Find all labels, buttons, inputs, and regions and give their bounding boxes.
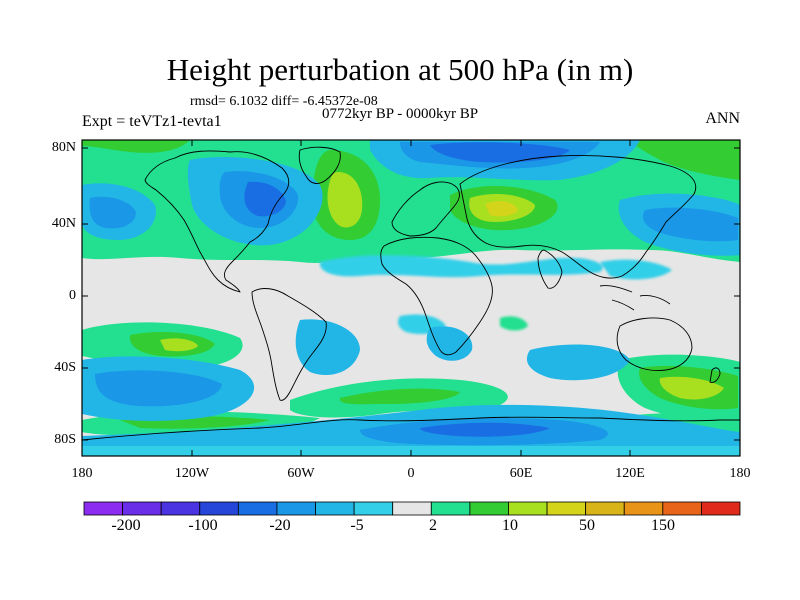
lat-label-40s: 40S bbox=[54, 360, 76, 375]
lat-label-0: 0 bbox=[69, 288, 76, 303]
axis-ticks bbox=[81, 140, 741, 456]
southeast-asia-islands bbox=[599, 285, 671, 311]
colorbar-swatch bbox=[546, 501, 587, 516]
colorbar-label: -200 bbox=[111, 517, 141, 534]
new-zealand-outline bbox=[709, 367, 721, 383]
north-america-outline bbox=[144, 150, 290, 293]
colorbar-swatch bbox=[623, 501, 664, 516]
colorbar-swatch bbox=[508, 501, 548, 516]
lon-label-60w: 60W bbox=[287, 466, 315, 481]
asia-outline bbox=[459, 155, 697, 279]
colorbar-swatch bbox=[430, 501, 471, 516]
colorbar-swatch bbox=[83, 501, 123, 516]
europe-outline bbox=[391, 181, 460, 237]
chart-title: Height perturbation at 500 hPa (in m) bbox=[166, 52, 634, 87]
colorbar-label: -100 bbox=[188, 517, 218, 534]
antarctica-outline bbox=[82, 416, 740, 441]
lon-label-0: 0 bbox=[407, 466, 415, 481]
colorbar-label: 150 bbox=[651, 517, 675, 534]
colorbar-swatch bbox=[662, 501, 702, 516]
colorbar-swatch bbox=[122, 501, 162, 516]
lon-label-120w: 120W bbox=[174, 466, 210, 481]
continent-outlines bbox=[82, 146, 740, 441]
lon-label-120e: 120E bbox=[615, 466, 645, 481]
colorbar-swatch bbox=[701, 501, 741, 516]
africa-outline bbox=[380, 236, 493, 356]
experiment-label: Expt = teVTz1-tevta1 bbox=[82, 113, 222, 130]
colorbar-label: 10 bbox=[502, 517, 518, 534]
colorbar-swatch bbox=[276, 501, 316, 516]
lat-label-40n: 40N bbox=[51, 216, 76, 231]
colorbar-label: -20 bbox=[269, 517, 291, 534]
season-label: ANN bbox=[705, 110, 740, 127]
lon-label-180e: 180 bbox=[729, 466, 751, 481]
colorbar-swatch bbox=[315, 501, 355, 516]
lat-label-80n: 80N bbox=[51, 140, 76, 155]
contour-field bbox=[82, 140, 740, 456]
india-outline bbox=[537, 249, 563, 289]
greenland-outline bbox=[298, 146, 341, 184]
lon-label-180w: 180 bbox=[71, 466, 93, 481]
lon-label-60e: 60E bbox=[509, 466, 533, 481]
colorbar bbox=[83, 501, 741, 516]
colorbar-swatch bbox=[392, 501, 432, 516]
colorbar-label: -5 bbox=[350, 517, 364, 534]
stats-line: rmsd= 6.1032 diff= -6.45372e-08 bbox=[190, 94, 378, 109]
colorbar-label: 2 bbox=[429, 517, 437, 534]
colorbar-swatch bbox=[199, 501, 239, 516]
colorbar-label: 50 bbox=[579, 517, 595, 534]
south-america-outline bbox=[251, 288, 327, 401]
australia-outline bbox=[616, 317, 693, 371]
colorbar-swatch bbox=[585, 501, 625, 516]
colorbar-swatch bbox=[469, 501, 509, 516]
colorbar-swatch bbox=[353, 501, 394, 516]
colorbar-swatch bbox=[237, 501, 278, 516]
period-subtitle: 0772kyr BP - 0000kyr BP bbox=[322, 106, 479, 122]
lat-label-80s: 80S bbox=[54, 432, 76, 447]
colorbar-swatch bbox=[160, 501, 201, 516]
